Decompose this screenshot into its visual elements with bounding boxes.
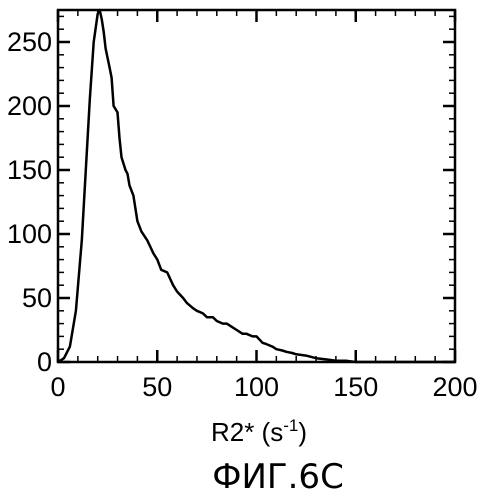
series-line xyxy=(58,10,455,362)
minor-ticks xyxy=(58,10,455,362)
y-tick-label: 100 xyxy=(7,219,52,249)
x-tick-label: 0 xyxy=(50,372,65,402)
x-tick-label: 200 xyxy=(432,372,477,402)
y-tick-label: 250 xyxy=(7,27,52,57)
y-tick-label: 150 xyxy=(7,155,52,185)
figure-caption: ФИГ.6С xyxy=(212,457,344,497)
x-axis-label: R2* (s-1) xyxy=(211,416,307,447)
x-tick-label: 100 xyxy=(234,372,279,402)
x-tick-label: 150 xyxy=(333,372,378,402)
x-tick-label: 50 xyxy=(142,372,172,402)
y-tick-label: 50 xyxy=(22,283,52,313)
y-tick-label: 200 xyxy=(7,91,52,121)
plot-frame xyxy=(58,10,455,362)
